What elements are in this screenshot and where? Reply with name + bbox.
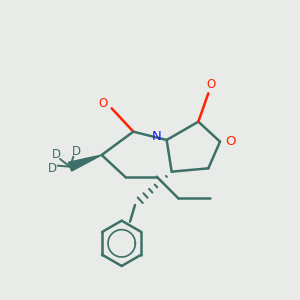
Text: O: O (225, 135, 236, 148)
Polygon shape (68, 155, 102, 171)
Text: N: N (152, 130, 161, 143)
Text: O: O (206, 77, 216, 91)
Text: D: D (48, 162, 57, 175)
Text: D: D (51, 148, 61, 160)
Text: O: O (99, 97, 108, 110)
Text: D: D (71, 145, 81, 158)
